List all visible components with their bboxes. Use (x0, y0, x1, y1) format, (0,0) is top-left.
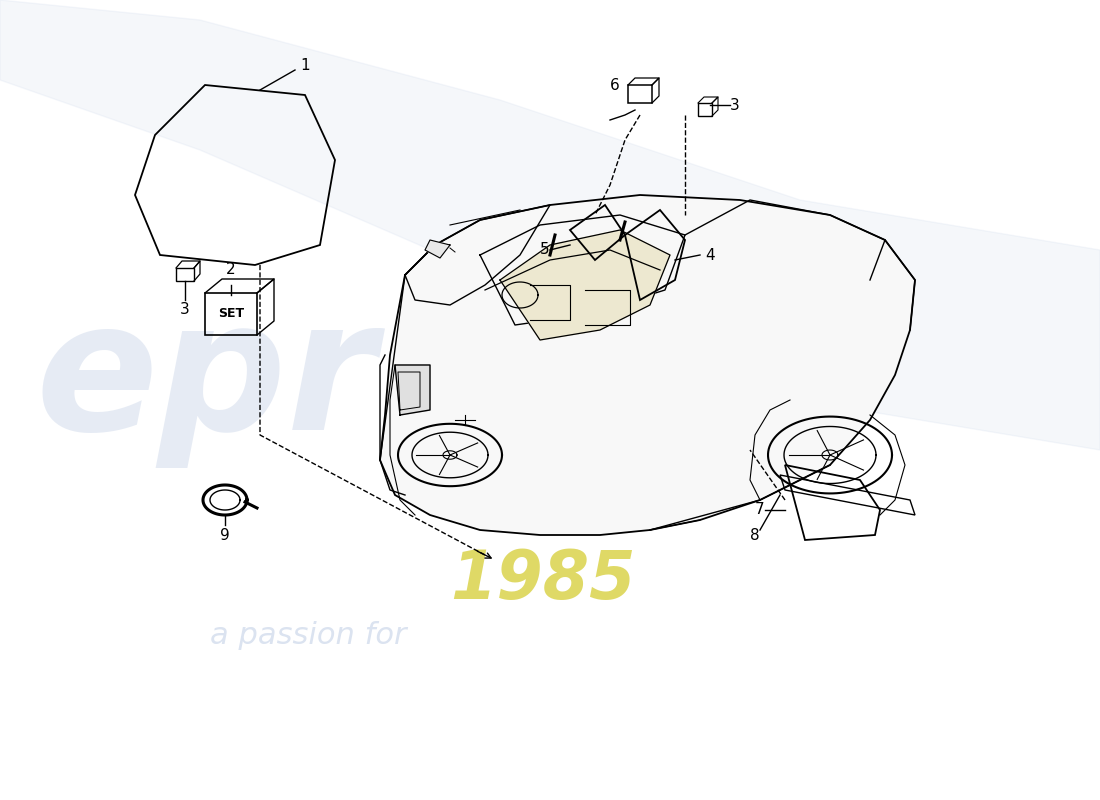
Text: 3: 3 (180, 302, 190, 318)
Text: 6: 6 (610, 78, 620, 93)
Polygon shape (395, 365, 430, 415)
Polygon shape (379, 195, 915, 535)
Text: 8: 8 (750, 527, 760, 542)
Text: SET: SET (218, 307, 244, 321)
Polygon shape (500, 230, 670, 340)
Text: 5: 5 (540, 242, 550, 258)
Text: epr: epr (35, 292, 375, 468)
Text: 1: 1 (300, 58, 310, 73)
Text: 1985: 1985 (450, 547, 636, 613)
Text: 4: 4 (705, 247, 715, 262)
Text: 2: 2 (227, 262, 235, 278)
Text: 9: 9 (220, 527, 230, 542)
Text: 3: 3 (730, 98, 740, 113)
Text: 7: 7 (756, 502, 764, 518)
Polygon shape (425, 240, 450, 258)
Text: a passion for: a passion for (210, 621, 407, 650)
